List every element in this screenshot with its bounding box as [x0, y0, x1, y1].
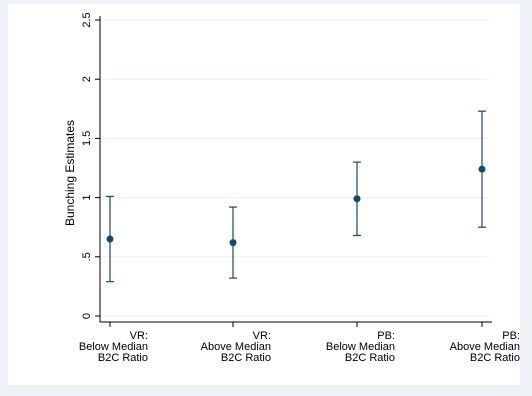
y-tick-label: 0	[81, 313, 93, 319]
y-axis-label: Bunching Estimates	[63, 120, 77, 226]
y-tick-label: .5	[81, 252, 93, 261]
y-ticks: 0 .5 1 1.5 2 2.5	[81, 12, 100, 319]
data-point	[229, 239, 237, 247]
x-tick-label: VR: Below Median B2C Ratio	[79, 330, 148, 364]
data-point	[478, 165, 486, 173]
x-tick-label-line: PB:	[377, 330, 395, 342]
x-tick-label-line: B2C Ratio	[98, 352, 148, 364]
plot-background	[8, 4, 520, 385]
x-tick-label-line: VR:	[130, 330, 148, 342]
x-tick-label-line: Above Median	[201, 341, 271, 353]
x-tick-label-line: B2C Ratio	[221, 352, 271, 364]
data-marks	[106, 110, 486, 283]
data-point	[106, 235, 114, 243]
x-tick-label-line: VR:	[253, 330, 271, 342]
x-tick-label-line: PB:	[502, 330, 520, 342]
x-tick-label-line: Below Median	[79, 341, 148, 353]
x-tick-label-line: B2C Ratio	[470, 352, 520, 364]
x-tick-label: PB: Below Median B2C Ratio	[326, 330, 395, 364]
x-tick-label-line: Above Median	[450, 341, 520, 353]
grid-lines	[100, 19, 490, 317]
data-point	[353, 195, 361, 203]
x-tick-label-line: B2C Ratio	[345, 352, 395, 364]
x-tick-label-line: Below Median	[326, 341, 395, 353]
x-tick-label: VR: Above Median B2C Ratio	[201, 330, 271, 364]
y-tick-label: 2	[81, 76, 93, 82]
y-tick-label: 1.5	[81, 131, 93, 146]
x-tick-label: PB: Above Median B2C Ratio	[450, 330, 520, 364]
y-tick-label: 1	[81, 195, 93, 201]
y-tick-label: 2.5	[81, 12, 93, 27]
axes	[99, 16, 492, 323]
